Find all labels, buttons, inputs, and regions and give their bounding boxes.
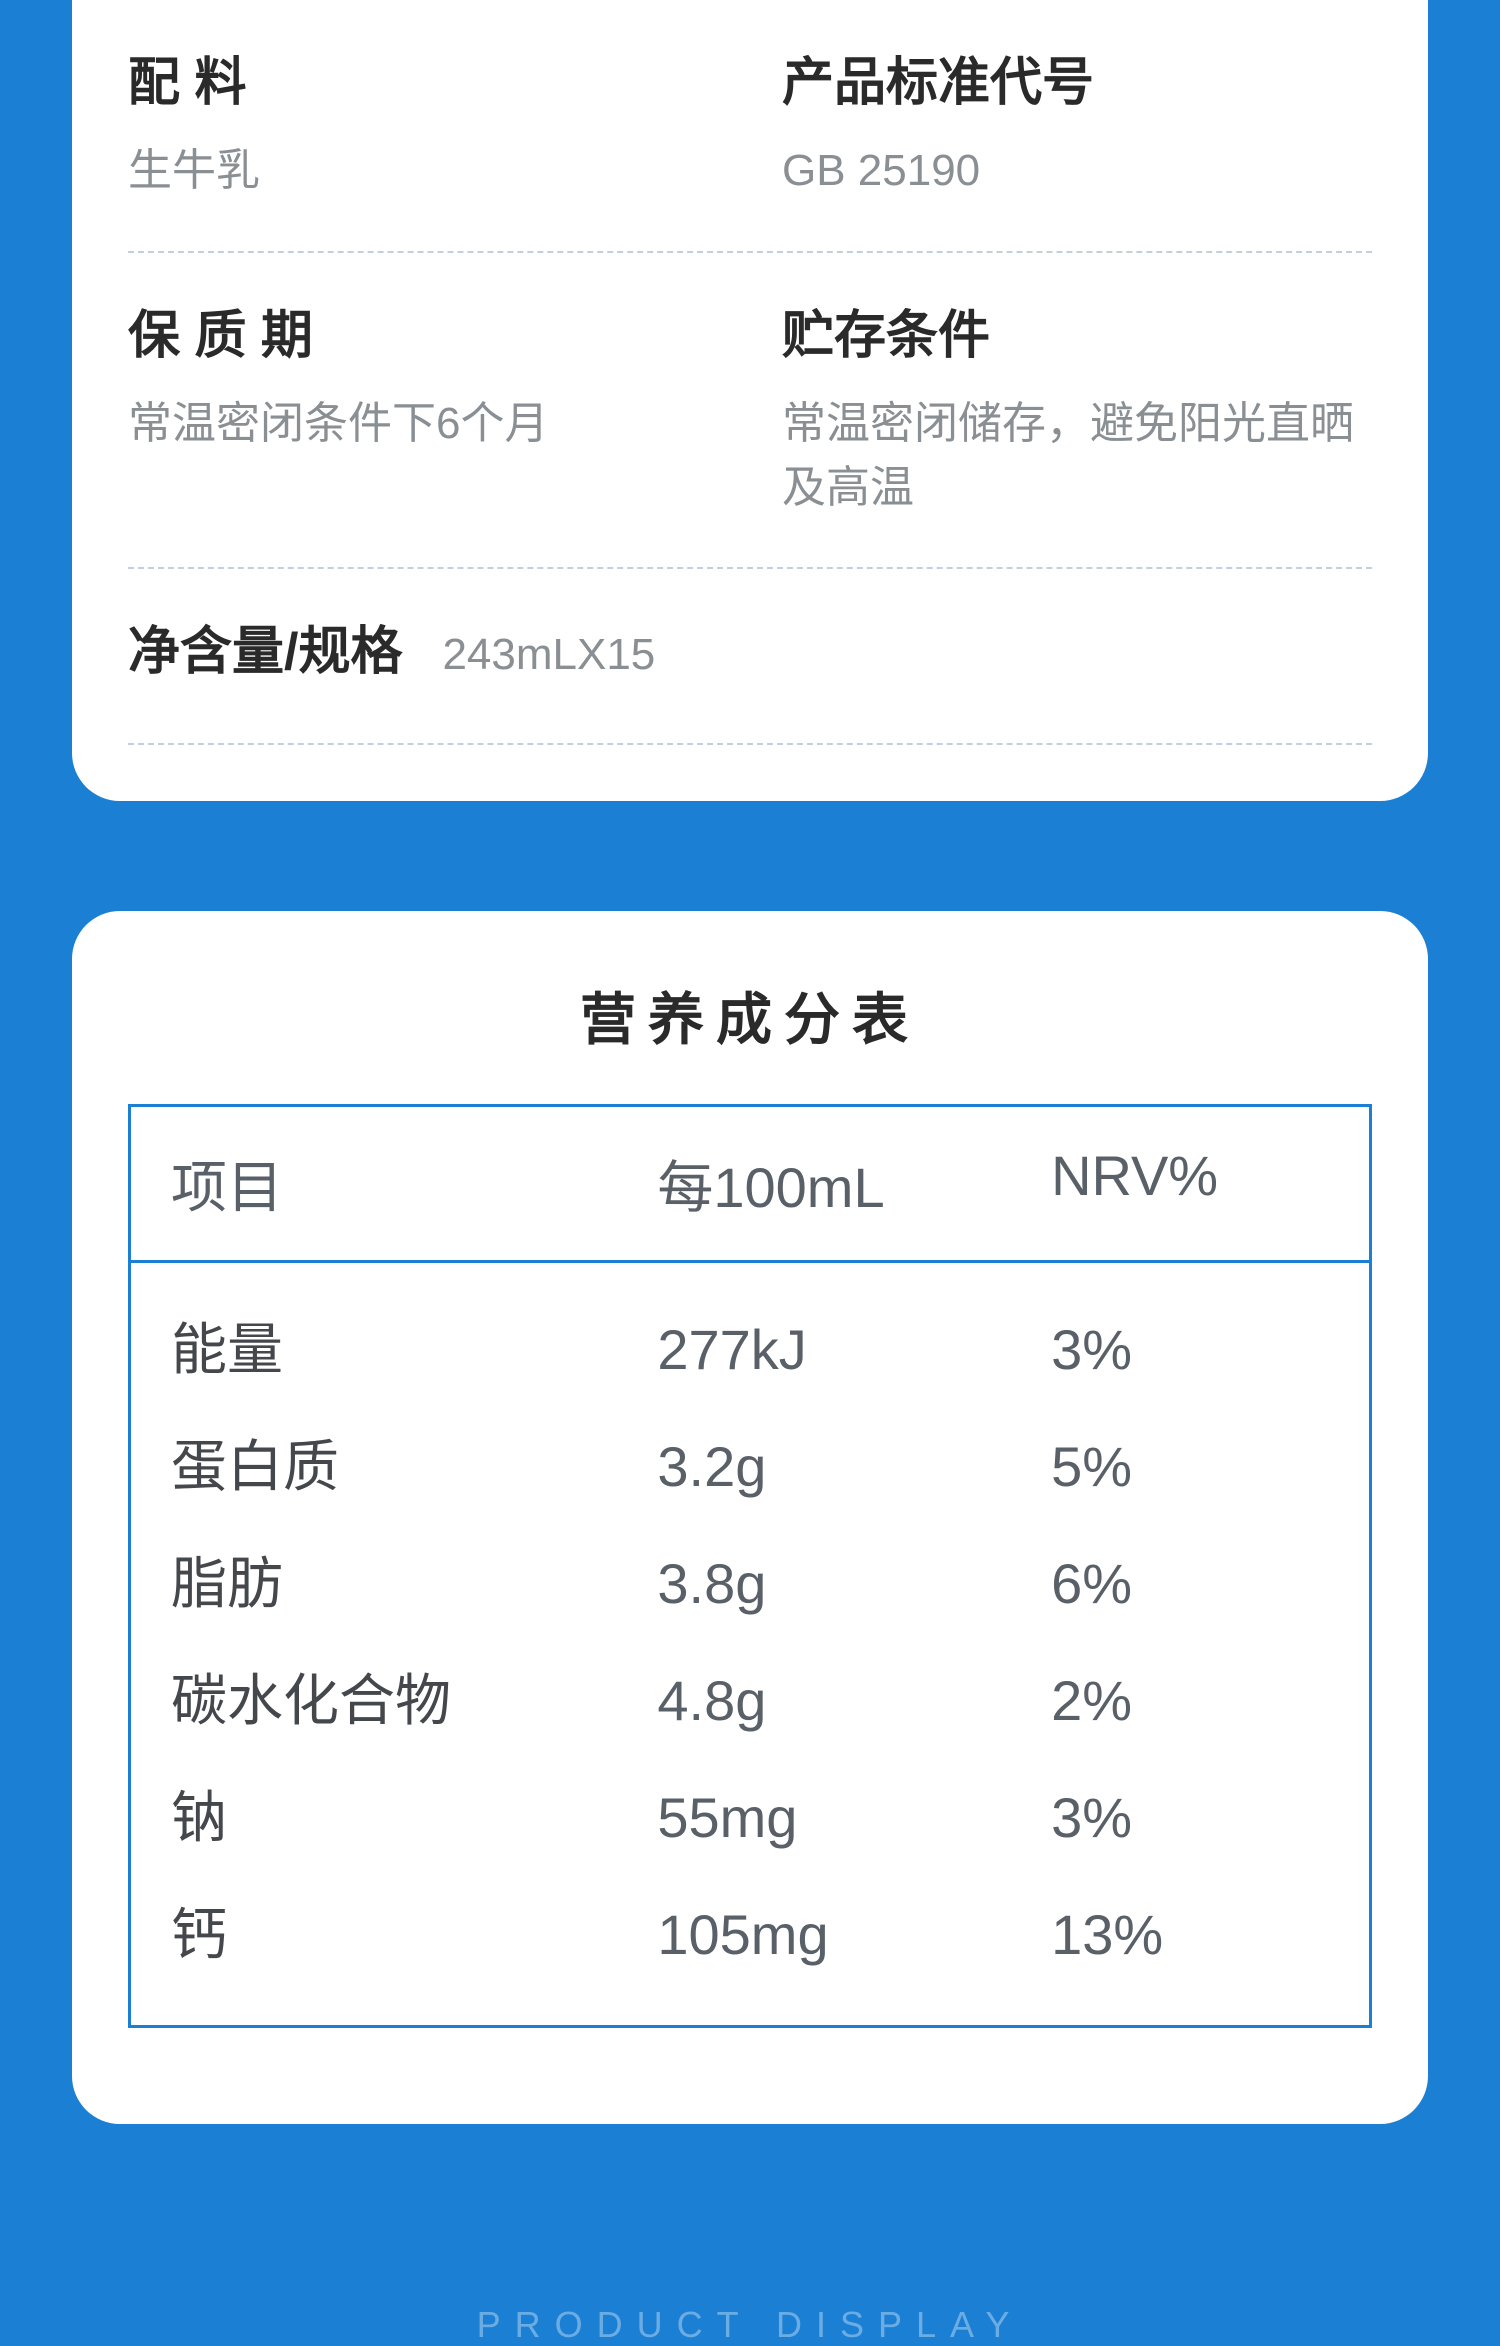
row-nrv: 2% — [1051, 1668, 1329, 1733]
storage-label: 贮存条件 — [782, 293, 1372, 368]
net-value: 243mLX15 — [442, 623, 655, 687]
table-row: 钙 105mg 13% — [171, 1872, 1329, 1989]
nutrition-table-body: 能量 277kJ 3% 蛋白质 3.2g 5% 脂肪 3.8g 6% 碳水化合物… — [131, 1263, 1369, 2025]
standard-label: 产品标准代号 — [782, 40, 1372, 115]
nutrition-table-head: 项目 每100mL NRV% — [131, 1107, 1369, 1263]
row-per: 4.8g — [657, 1668, 1051, 1733]
row-nrv: 6% — [1051, 1551, 1329, 1616]
row-nrv: 3% — [1051, 1785, 1329, 1850]
row-item: 钠 — [171, 1773, 657, 1854]
ingredients-block: 配 料 生牛乳 — [128, 40, 750, 203]
storage-value: 常温密闭储存，避免阳光直晒及高温 — [782, 392, 1372, 520]
standard-value: GB 25190 — [782, 139, 1372, 203]
row-per: 105mg — [657, 1902, 1051, 1967]
info-row-2: 保 质 期 常温密闭条件下6个月 贮存条件 常温密闭储存，避免阳光直晒及高温 — [128, 253, 1372, 570]
table-row: 蛋白质 3.2g 5% — [171, 1404, 1329, 1521]
row-item: 脂肪 — [171, 1539, 657, 1620]
head-per: 每100mL — [657, 1143, 1051, 1224]
row-item: 碳水化合物 — [171, 1656, 657, 1737]
row-per: 277kJ — [657, 1317, 1051, 1382]
row-nrv: 5% — [1051, 1434, 1329, 1499]
ingredients-value: 生牛乳 — [128, 139, 718, 203]
table-row: 脂肪 3.8g 6% — [171, 1521, 1329, 1638]
row-nrv: 13% — [1051, 1902, 1329, 1967]
ingredients-label: 配 料 — [128, 40, 718, 115]
nutrition-card: 营养成分表 项目 每100mL NRV% 能量 277kJ 3% 蛋白质 3.2… — [72, 911, 1428, 2124]
table-row: 碳水化合物 4.8g 2% — [171, 1638, 1329, 1755]
nutrition-table: 项目 每100mL NRV% 能量 277kJ 3% 蛋白质 3.2g 5% 脂… — [128, 1104, 1372, 2028]
info-row-1: 配 料 生牛乳 产品标准代号 GB 25190 — [128, 0, 1372, 253]
head-nrv: NRV% — [1051, 1143, 1329, 1224]
storage-block: 贮存条件 常温密闭储存，避免阳光直晒及高温 — [750, 293, 1372, 520]
row-per: 55mg — [657, 1785, 1051, 1850]
row-per: 3.2g — [657, 1434, 1051, 1499]
footer-text: PRODUCT DISPLAY — [0, 2304, 1500, 2346]
row-item: 钙 — [171, 1890, 657, 1971]
head-item: 项目 — [171, 1143, 657, 1224]
net-block: 净含量/规格 243mLX15 — [128, 609, 655, 687]
shelflife-block: 保 质 期 常温密闭条件下6个月 — [128, 293, 750, 520]
shelflife-label: 保 质 期 — [128, 293, 718, 368]
product-info-card: 配 料 生牛乳 产品标准代号 GB 25190 保 质 期 常温密闭条件下6个月… — [72, 0, 1428, 801]
nutrition-title: 营养成分表 — [128, 975, 1372, 1056]
row-per: 3.8g — [657, 1551, 1051, 1616]
info-row-3: 净含量/规格 243mLX15 — [128, 569, 1372, 745]
table-row: 钠 55mg 3% — [171, 1755, 1329, 1872]
row-item: 蛋白质 — [171, 1422, 657, 1503]
table-row: 能量 277kJ 3% — [171, 1287, 1329, 1404]
standard-block: 产品标准代号 GB 25190 — [750, 40, 1372, 203]
shelflife-value: 常温密闭条件下6个月 — [128, 392, 718, 456]
row-item: 能量 — [171, 1305, 657, 1386]
net-label: 净含量/规格 — [128, 609, 402, 684]
row-nrv: 3% — [1051, 1317, 1329, 1382]
